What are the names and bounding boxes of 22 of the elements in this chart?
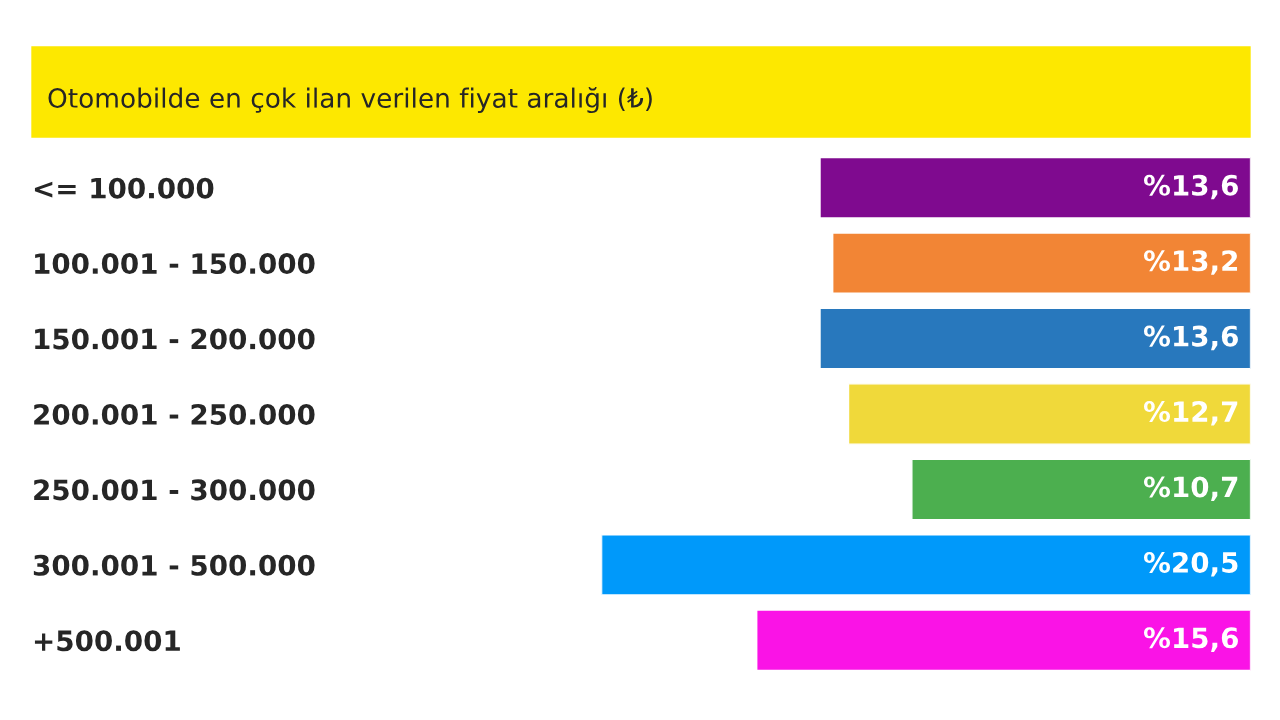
- data-label: %13,2: [1143, 250, 1238, 275]
- y-tick-label: +500.001: [34, 630, 180, 652]
- bar: [756, 609, 1251, 672]
- y-tick-label: 300.001 - 500.000: [33, 554, 315, 576]
- data-label: %13,6: [1143, 174, 1238, 200]
- y-tick-label: 100.001 - 150.000: [35, 253, 315, 275]
- data-label: %12,7: [1143, 401, 1238, 426]
- y-tick-label: <= 100.000: [34, 177, 214, 199]
- y-tick-label: 200.001 - 250.000: [34, 403, 315, 425]
- bar: [819, 307, 1251, 370]
- data-label: %15,6: [1143, 627, 1238, 652]
- y-tick-label: 150.001 - 200.000: [35, 328, 315, 350]
- bar: [819, 156, 1251, 219]
- data-label: %10,7: [1143, 476, 1238, 502]
- data-label: %20,5: [1143, 551, 1238, 577]
- data-label: %13,6: [1143, 325, 1238, 351]
- bar: [831, 232, 1251, 295]
- bar: [847, 383, 1251, 445]
- text: Otomobilde en çok ilan verilen fiyat aralığı (₺): [48, 86, 652, 114]
- y-tick-label: 250.001 - 300.000: [34, 479, 315, 501]
- bar: [911, 458, 1251, 521]
- bar: [601, 533, 1251, 596]
